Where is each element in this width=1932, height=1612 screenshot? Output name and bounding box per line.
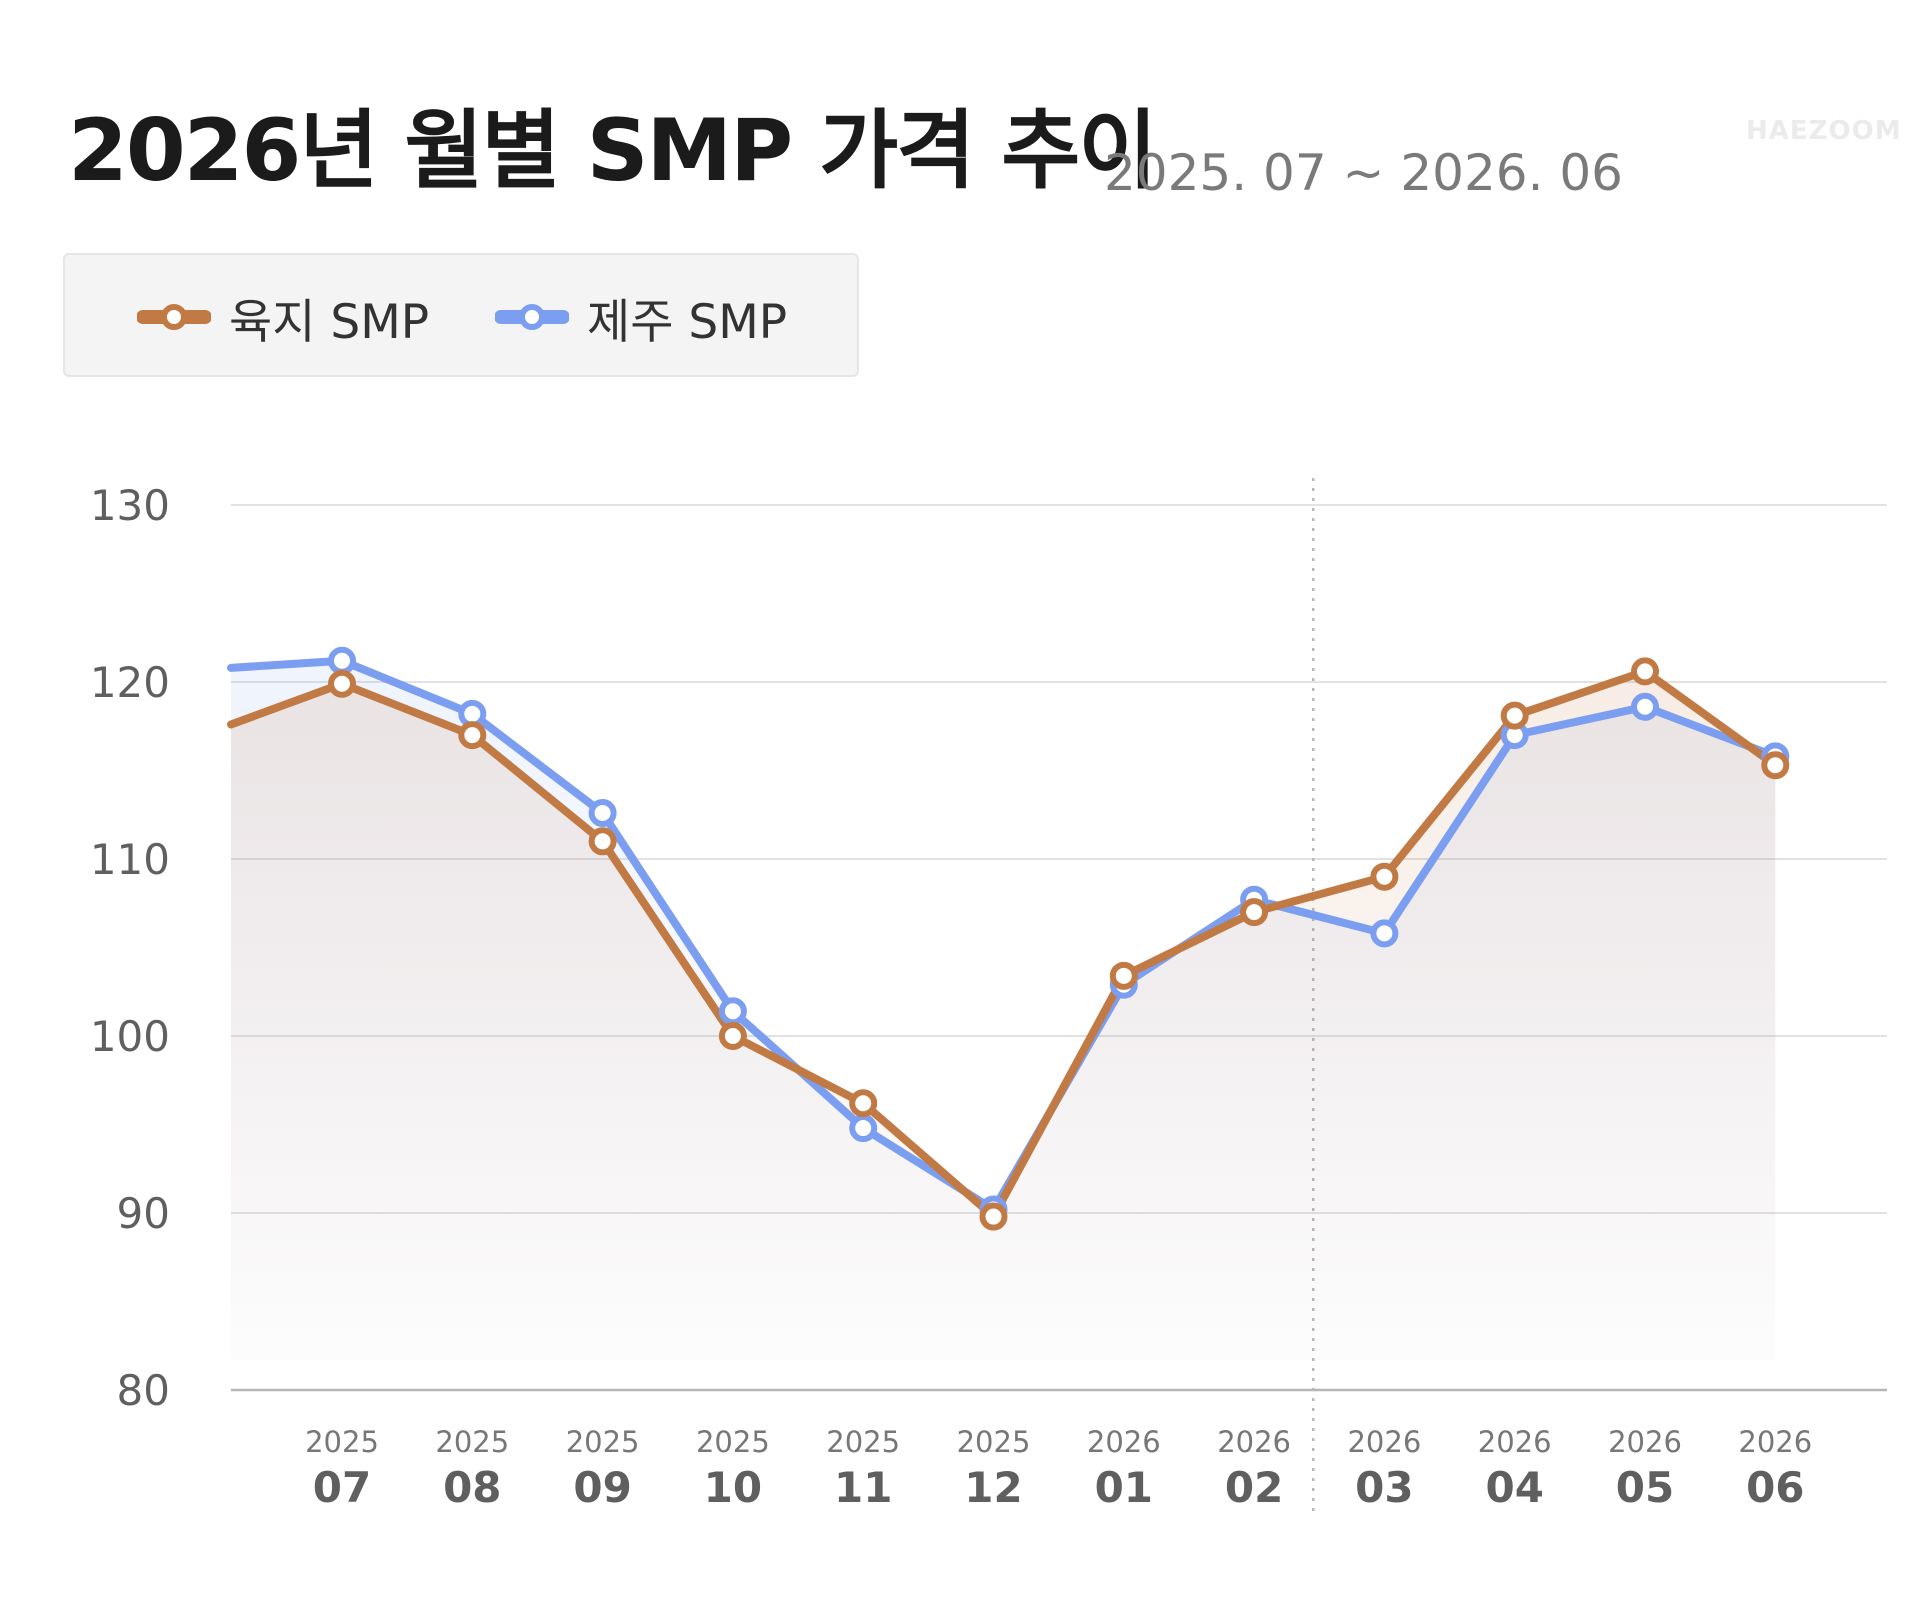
x-tick-year-0: 2025 <box>305 1425 379 1459</box>
x-tick-month-10: 05 <box>1616 1463 1674 1512</box>
data-point-s0-03 <box>1370 862 1399 891</box>
x-tick-month-5: 12 <box>964 1463 1022 1512</box>
data-point-s0-08 <box>458 721 487 750</box>
x-tick-month-9: 04 <box>1485 1463 1543 1512</box>
data-point-s0-06 <box>1761 751 1790 780</box>
x-tick-month-1: 08 <box>443 1463 501 1512</box>
x-tick-year-8: 2026 <box>1347 1425 1421 1459</box>
data-point-s1-09 <box>588 798 617 827</box>
data-point-s0-04 <box>1500 701 1529 730</box>
legend-label-jeju: 제주 SMP <box>587 294 788 350</box>
x-tick-year-1: 2025 <box>435 1425 509 1459</box>
x-tick-year-3: 2025 <box>696 1425 770 1459</box>
x-tick-year-10: 2026 <box>1608 1425 1682 1459</box>
data-point-s1-11 <box>849 1114 878 1143</box>
x-tick-month-6: 01 <box>1095 1463 1153 1512</box>
y-tick-label-110: 110 <box>90 835 170 884</box>
data-point-s1-05 <box>1631 692 1659 721</box>
data-point-s1-03 <box>1370 919 1399 948</box>
x-tick-month-11: 06 <box>1746 1463 1804 1512</box>
data-point-s0-11 <box>849 1089 878 1118</box>
y-tick-label-100: 100 <box>90 1012 170 1061</box>
jeju-series-marker-icon <box>495 304 569 330</box>
data-point-s0-01 <box>1109 961 1138 990</box>
legend-item-land[interactable]: 육지 SMP <box>137 287 429 350</box>
x-tick-month-0: 07 <box>313 1463 371 1512</box>
x-tick-month-4: 11 <box>834 1463 892 1512</box>
data-point-s0-09 <box>588 827 617 856</box>
legend-item-jeju[interactable]: 제주 SMP <box>495 287 787 350</box>
x-tick-month-8: 03 <box>1355 1463 1413 1512</box>
data-point-s0-10 <box>718 1022 747 1050</box>
y-tick-label-90: 90 <box>117 1189 170 1238</box>
x-tick-year-2: 2025 <box>566 1425 640 1459</box>
x-tick-year-11: 2026 <box>1738 1425 1812 1459</box>
x-tick-year-6: 2026 <box>1087 1425 1161 1459</box>
data-point-s0-07 <box>328 669 356 698</box>
x-tick-month-2: 09 <box>573 1463 631 1512</box>
brand-watermark: HAEZOOM <box>1746 116 1902 146</box>
page-title: 2026년 월별 SMP 가격 추이 <box>68 101 1158 201</box>
data-point-s1-10 <box>718 997 747 1026</box>
chart-legend: 육지 SMP 제주 SMP <box>63 253 859 377</box>
legend-label-land: 육지 SMP <box>229 294 430 350</box>
data-point-s0-02 <box>1240 898 1269 927</box>
x-tick-year-7: 2026 <box>1217 1425 1291 1459</box>
data-point-s1-07 <box>328 646 356 675</box>
x-tick-month-3: 10 <box>704 1463 762 1512</box>
x-tick-month-7: 02 <box>1225 1463 1283 1512</box>
y-tick-label-80: 80 <box>117 1366 170 1415</box>
y-tick-label-130: 130 <box>90 481 170 530</box>
area-0 <box>231 671 1776 1360</box>
date-range-subtitle: 2025. 07 ~ 2026. 06 <box>1104 144 1623 202</box>
data-point-s0-12 <box>979 1202 1008 1231</box>
data-point-s0-05 <box>1631 657 1659 686</box>
x-tick-year-4: 2025 <box>826 1425 900 1459</box>
x-tick-year-5: 2025 <box>957 1425 1031 1459</box>
y-tick-label-120: 120 <box>90 658 170 707</box>
x-tick-year-9: 2026 <box>1478 1425 1552 1459</box>
land-series-marker-icon <box>137 304 211 330</box>
